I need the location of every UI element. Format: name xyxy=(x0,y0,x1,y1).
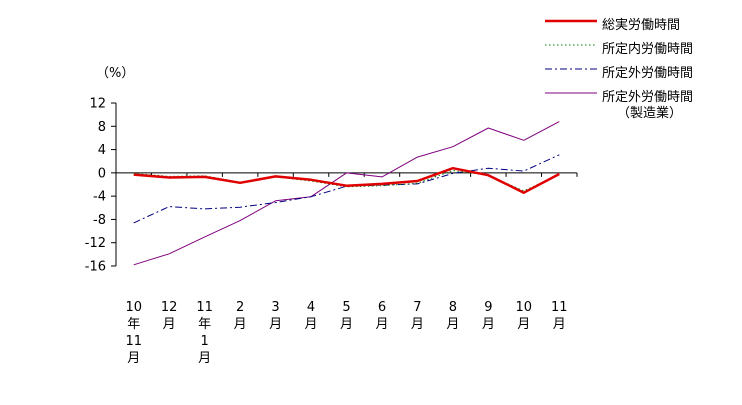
x-tick-label: 4 xyxy=(307,300,315,315)
legend-item-overtime-manufacturing: 所定外労働時間 （製造業） xyxy=(545,84,740,121)
legend-swatch-overtime-hours xyxy=(545,68,597,70)
x-tick-label: 月 xyxy=(553,317,566,332)
series-line-0 xyxy=(133,166,560,194)
x-tick-label: 月 xyxy=(411,317,424,332)
legend-swatch-scheduled-hours xyxy=(545,44,597,46)
y-axis-unit-label: （%） xyxy=(96,66,134,81)
x-tick-label: 月 xyxy=(517,317,530,332)
y-tick-label: -4 xyxy=(93,190,106,205)
x-tick-label: 月 xyxy=(340,317,353,332)
x-tick-label: 月 xyxy=(305,317,318,332)
legend-sublabel-manufacturing: （製造業） xyxy=(617,106,683,121)
series-line-2 xyxy=(133,154,560,224)
x-tick-label: 6 xyxy=(378,300,386,315)
legend-swatch-total-hours xyxy=(545,19,597,23)
x-tick-label: 8 xyxy=(449,300,457,315)
series-line-1 xyxy=(133,170,560,192)
x-tick-label: 12 xyxy=(161,300,178,315)
x-tick-label: 1 xyxy=(201,334,209,349)
plot-area: 12 8 4 0 -4 -8 -12 -16 10 年 11 月 12 月 11 年 1 月 2 月 3 月 4 月 5 月 6 月 7… xyxy=(85,97,578,366)
legend-label-overtime-manufacturing: 所定外労働時間 xyxy=(602,90,694,105)
x-tick-label: 月 xyxy=(482,317,495,332)
legend-label-scheduled-hours: 所定内労働時間 xyxy=(602,42,694,57)
legend-label-total-hours: 総実労働時間 xyxy=(602,18,681,33)
legend-label-overtime-hours: 所定外労働時間 xyxy=(602,66,694,81)
legend-item-scheduled-hours: 所定内労働時間 xyxy=(545,36,740,60)
y-tick-label: 12 xyxy=(89,97,106,112)
x-tick-label: 9 xyxy=(484,300,492,315)
series-lines xyxy=(133,121,560,266)
x-tick-label: 11 xyxy=(551,300,568,315)
x-tick-label: 7 xyxy=(413,300,421,315)
legend-item-total-hours: 総実労働時間 xyxy=(545,12,740,36)
x-tick-label: 11 xyxy=(125,334,142,349)
x-tick-label: 月 xyxy=(269,317,282,332)
y-tick-label: 8 xyxy=(98,120,106,135)
x-tick-label: 10 xyxy=(516,300,533,315)
series-line-3 xyxy=(133,121,560,266)
x-tick-label: 月 xyxy=(446,317,459,332)
x-tick-label: 月 xyxy=(375,317,388,332)
y-tick-label: -16 xyxy=(85,260,106,275)
x-tick-label: 年 xyxy=(127,317,140,332)
x-tick-label: 10 xyxy=(125,300,142,315)
y-tick-label: -12 xyxy=(85,236,106,251)
x-tick-label: 5 xyxy=(342,300,350,315)
x-tick-label: 月 xyxy=(163,317,176,332)
x-tick-label: 月 xyxy=(198,351,211,366)
legend: 総実労働時間 所定内労働時間 所定外労働時間 所定外労働時間 （製造業） xyxy=(545,12,740,121)
legend-swatch-overtime-manufacturing xyxy=(545,92,597,94)
y-tick-label: -8 xyxy=(93,213,106,228)
y-tick-label: 4 xyxy=(98,143,106,158)
x-tick-label: 月 xyxy=(127,351,140,366)
y-tick-label: 0 xyxy=(98,166,106,181)
x-tick-label: 2 xyxy=(236,300,244,315)
x-tick-label: 月 xyxy=(234,317,247,332)
x-tick-label: 3 xyxy=(271,300,279,315)
legend-item-overtime-hours: 所定外労働時間 xyxy=(545,60,740,84)
x-tick-label: 年 xyxy=(198,317,211,332)
x-tick-label: 11 xyxy=(196,300,213,315)
